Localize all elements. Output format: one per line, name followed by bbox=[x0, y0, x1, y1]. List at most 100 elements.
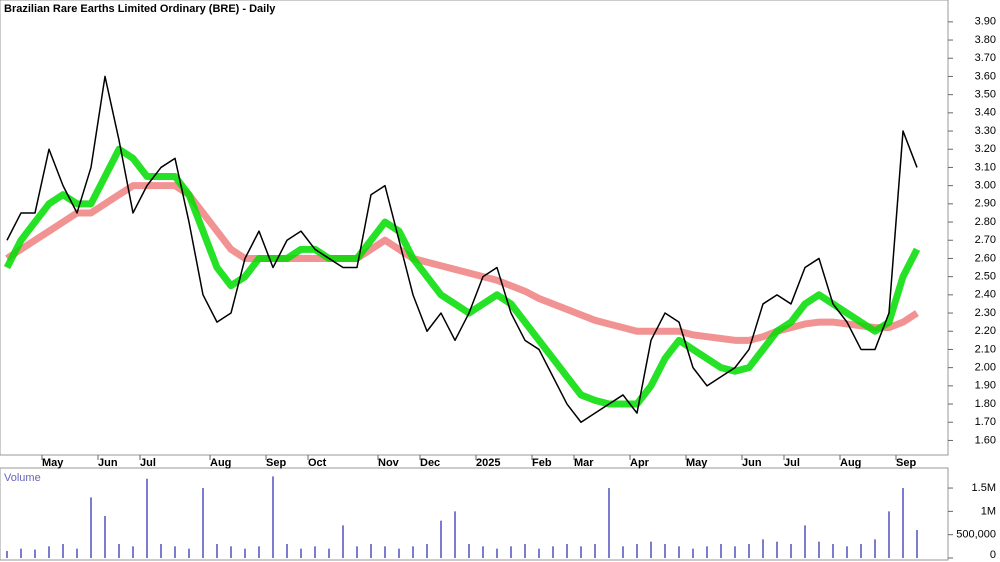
y-tick-label: 3.00 bbox=[975, 180, 996, 192]
y-tick-label: 2.40 bbox=[975, 289, 996, 301]
volume-bar bbox=[230, 546, 232, 558]
y-tick-label: 2.80 bbox=[975, 216, 996, 228]
y-tick-label: 3.30 bbox=[975, 125, 996, 137]
volume-bar bbox=[580, 546, 582, 558]
volume-bar bbox=[538, 548, 540, 558]
price-line bbox=[3, 145, 921, 408]
volume-bar bbox=[748, 544, 750, 558]
y-tick-label: 2.20 bbox=[975, 325, 996, 337]
x-tick-label: Feb bbox=[532, 457, 552, 469]
volume-bar bbox=[342, 525, 344, 558]
volume-bar bbox=[608, 488, 610, 558]
volume-bar bbox=[846, 546, 848, 558]
price-line bbox=[6, 75, 918, 423]
volume-bar bbox=[468, 544, 470, 558]
volume-bar bbox=[496, 548, 498, 558]
y-tick-label: 2.50 bbox=[975, 271, 996, 283]
volume-bar bbox=[776, 541, 778, 558]
y-tick-label: 3.60 bbox=[975, 70, 996, 82]
volume-bar bbox=[132, 546, 134, 558]
price-panel bbox=[0, 0, 949, 456]
y-tick-label: 3.10 bbox=[975, 161, 996, 173]
volume-bar bbox=[482, 546, 484, 558]
y-tick-label: 1.80 bbox=[975, 398, 996, 410]
volume-bar bbox=[146, 478, 148, 558]
volume-bar bbox=[650, 541, 652, 558]
y-tick-label: 3.70 bbox=[975, 52, 996, 64]
x-tick-label: Jul bbox=[140, 457, 156, 469]
x-tick-label: Mar bbox=[574, 457, 594, 469]
volume-bar bbox=[216, 544, 218, 558]
volume-bar bbox=[90, 497, 92, 558]
y-tick-label: 3.50 bbox=[975, 89, 996, 101]
x-tick-label: Apr bbox=[630, 457, 650, 469]
volume-bar bbox=[454, 511, 456, 558]
volume-bar bbox=[244, 548, 246, 558]
volume-bar bbox=[678, 546, 680, 558]
x-tick-label: Sep bbox=[266, 457, 286, 469]
volume-bar bbox=[888, 511, 890, 558]
y-tick-label: 2.70 bbox=[975, 234, 996, 246]
x-tick-label: Aug bbox=[840, 457, 861, 469]
y-tick-label: 2.00 bbox=[975, 362, 996, 374]
y-tick-label: 2.10 bbox=[975, 343, 996, 355]
x-tick-label: 2025 bbox=[476, 457, 500, 469]
volume-bar bbox=[370, 544, 372, 558]
y-tick-label: 2.90 bbox=[975, 198, 996, 210]
volume-bar bbox=[664, 544, 666, 558]
volume-bar bbox=[860, 544, 862, 558]
y-tick-label: 1.5M bbox=[972, 482, 996, 494]
volume-bar bbox=[258, 546, 260, 558]
volume-bar bbox=[636, 544, 638, 558]
volume-bar bbox=[384, 546, 386, 558]
volume-bar bbox=[552, 546, 554, 558]
volume-bar bbox=[412, 546, 414, 558]
volume-bar bbox=[272, 476, 274, 558]
volume-bar bbox=[300, 548, 302, 558]
y-tick-label: 1.70 bbox=[975, 416, 996, 428]
volume-bar bbox=[34, 549, 36, 558]
volume-bar bbox=[594, 544, 596, 558]
volume-bar bbox=[48, 546, 50, 558]
volume-bar bbox=[202, 488, 204, 558]
volume-title: Volume bbox=[4, 472, 41, 484]
y-tick-label: 2.60 bbox=[975, 252, 996, 264]
x-tick-label: Sep bbox=[896, 457, 916, 469]
price-line bbox=[5, 182, 919, 344]
x-tick-label: Dec bbox=[420, 457, 440, 469]
volume-bar bbox=[286, 544, 288, 558]
x-tick-label: May bbox=[686, 457, 708, 469]
volume-bar bbox=[622, 546, 624, 558]
y-tick-label: 500,000 bbox=[956, 529, 996, 541]
y-tick-label: 3.40 bbox=[975, 107, 996, 119]
volume-bar bbox=[174, 546, 176, 558]
volume-bar bbox=[440, 520, 442, 558]
volume-bar bbox=[902, 488, 904, 558]
x-tick-label: Jun bbox=[742, 457, 762, 469]
volume-bar bbox=[62, 544, 64, 558]
y-tick-label: 3.90 bbox=[975, 16, 996, 28]
y-tick-label: 3.20 bbox=[975, 143, 996, 155]
volume-bar bbox=[790, 544, 792, 558]
volume-bar bbox=[804, 525, 806, 558]
volume-bar bbox=[524, 544, 526, 558]
volume-bar bbox=[104, 516, 106, 558]
volume-bar bbox=[188, 548, 190, 558]
x-tick-label: Aug bbox=[210, 457, 231, 469]
y-tick-label: 1.60 bbox=[975, 434, 996, 446]
volume-bar bbox=[874, 539, 876, 558]
volume-bar bbox=[20, 548, 22, 558]
y-tick-label: 2.30 bbox=[975, 307, 996, 319]
volume-bar bbox=[6, 551, 8, 558]
volume-bar bbox=[818, 541, 820, 558]
volume-bar bbox=[76, 548, 78, 558]
volume-bar bbox=[426, 544, 428, 558]
volume-bar bbox=[734, 546, 736, 558]
volume-bar bbox=[398, 548, 400, 558]
volume-bar bbox=[720, 544, 722, 558]
y-tick-label: 3.80 bbox=[975, 34, 996, 46]
volume-bar bbox=[314, 546, 316, 558]
x-tick-label: Jul bbox=[784, 457, 800, 469]
y-tick-label: 1.90 bbox=[975, 380, 996, 392]
